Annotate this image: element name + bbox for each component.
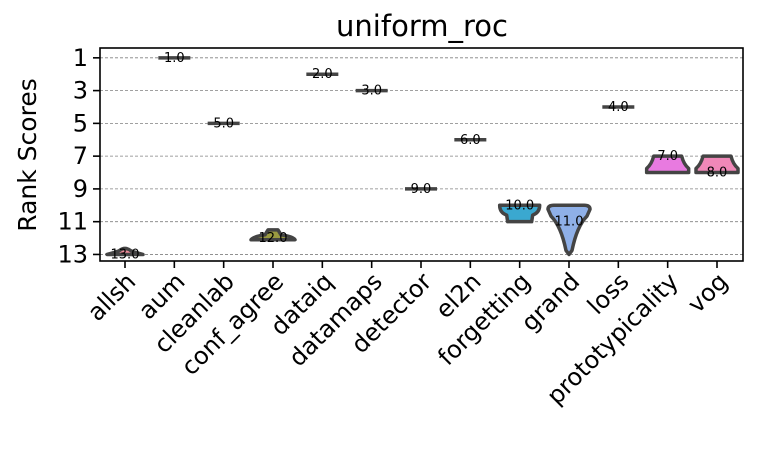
data-label-vog: 8.0 [707, 166, 728, 181]
data-label-grand: 11.0 [555, 215, 584, 230]
y-tick-label: 3 [73, 77, 88, 105]
y-tick-label: 13 [57, 240, 88, 268]
data-label-allsh: 13.0 [111, 247, 140, 262]
y-tick-label: 9 [73, 175, 88, 203]
y-tick-label: 1 [73, 44, 88, 72]
violin-allsh [105, 246, 145, 257]
y-axis-label: Rank Scores [13, 78, 42, 231]
chart-title: uniform_roc [336, 9, 508, 43]
violin-grand [546, 203, 592, 257]
violins [105, 56, 740, 257]
plot-frame [99, 47, 744, 262]
y-tick-label: 5 [73, 109, 88, 137]
data-labels: 13.0 1.0 5.0 12.0 2.0 3.0 9.0 6.0 10.0 11.0 4.0 7.0… [111, 51, 728, 263]
violin-prototypicality [644, 154, 691, 175]
data-label-aum: 1.0 [164, 51, 185, 66]
data-label-prototypicality: 7.0 [657, 149, 678, 164]
x-tick-label-vog: vog [682, 267, 733, 318]
data-label-dataiq: 2.0 [312, 67, 333, 82]
data-label-forgetting: 10.0 [505, 198, 534, 213]
y-tick-label: 11 [57, 208, 88, 236]
violin-forgetting [497, 203, 542, 224]
x-tick-label-allsh: allsh [82, 267, 141, 326]
data-label-datamaps: 3.0 [361, 84, 382, 99]
data-label-el2n: 6.0 [460, 133, 481, 148]
violin-vog [694, 154, 740, 175]
data-label-detector: 9.0 [411, 182, 432, 197]
y-tick-label: 7 [73, 142, 88, 170]
x-ticks: allshaumcleanlabconf_agreedataiqdatamaps… [82, 261, 733, 410]
data-label-conf_agree: 12.0 [259, 231, 288, 246]
violin-conf_agree [249, 228, 297, 242]
grid-lines [100, 57, 743, 255]
data-label-loss: 4.0 [608, 100, 629, 115]
data-label-cleanlab: 5.0 [213, 116, 234, 131]
